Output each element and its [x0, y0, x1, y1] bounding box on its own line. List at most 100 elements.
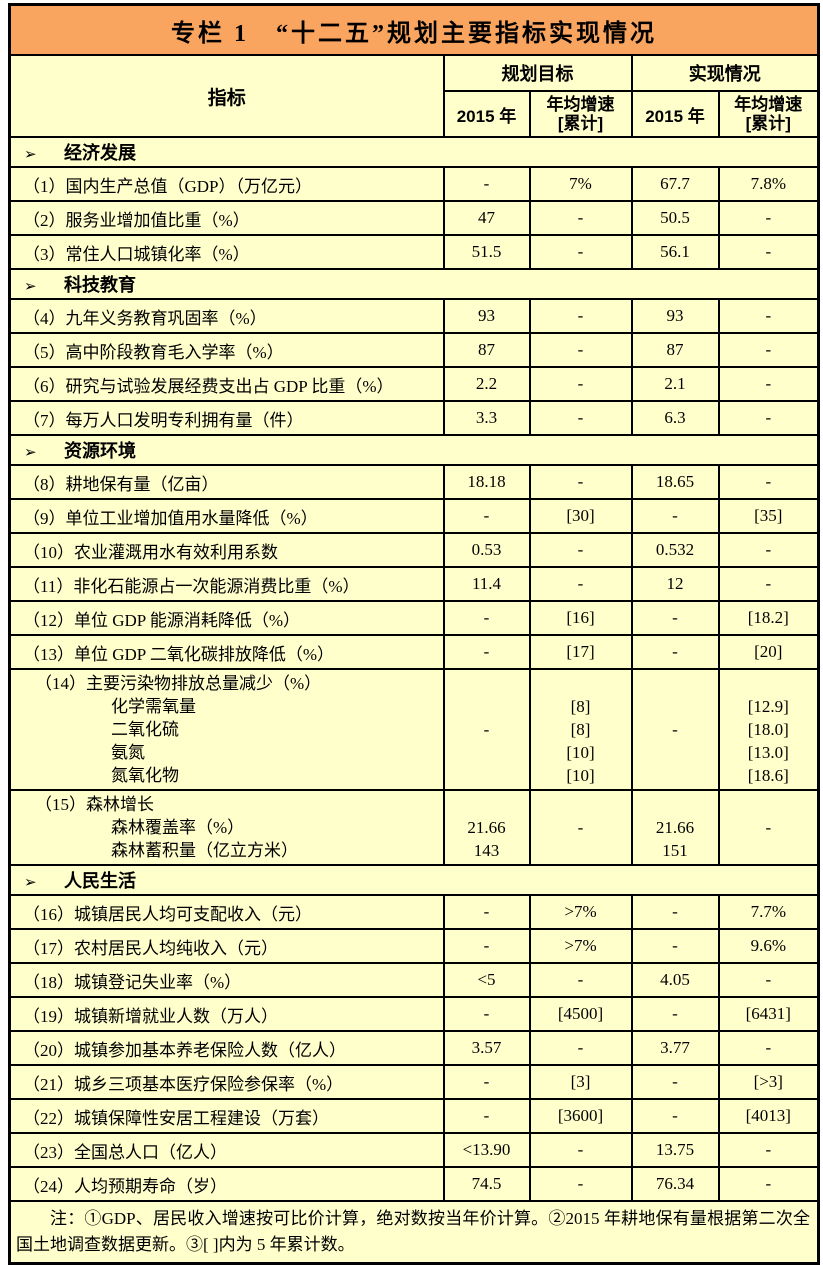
actual-growth-value: - — [717, 1132, 820, 1168]
plan-indicators-table: 专栏 1 “十二五”规划主要指标实现情况 指标 规划目标 实现情况 2015 年… — [8, 3, 821, 1265]
plan-2015-value: - — [442, 634, 531, 670]
footnote-row: 注：①GDP、居民收入增速按可比价计算，绝对数按当年价计算。②2015 年耕地保… — [8, 1200, 820, 1265]
indicator-label-cell: （7）每万人口发明专利拥有量（件） — [8, 400, 445, 436]
indicator-label-cell: （21）城乡三项基本医疗保险参保率（%） — [8, 1064, 445, 1100]
actual-2015-value: 12 — [630, 566, 720, 602]
plan-growth-value: >7% — [528, 928, 633, 964]
indicator-label-cell: （2）服务业增加值比重（%） — [8, 200, 445, 236]
sub-value: 21.66 — [655, 818, 695, 837]
indicator-label-cell: （23）全国总人口（亿人） — [8, 1132, 445, 1168]
section-row-economy: ➢ 经济发展 — [8, 136, 820, 168]
actual-growth-value: [6431] — [717, 996, 820, 1032]
plan-growth-value: - — [528, 789, 633, 866]
table-row: （13）单位 GDP 二氧化碳排放降低（%） - [17] - [20] — [8, 634, 820, 670]
actual-2015-value: 76.34 — [630, 1166, 720, 1202]
plan-growth-value: >7% — [528, 894, 633, 930]
indicator-label-cell: （10）农业灌溉用水有效利用系数 — [8, 532, 445, 568]
sub-value: [8] — [570, 697, 591, 716]
section-label: 人民生活 — [64, 871, 136, 891]
actual-2015-value: - — [630, 668, 720, 791]
indicator-label-cell: （24）人均预期寿命（岁） — [8, 1166, 445, 1202]
actual-2015-value: - — [630, 894, 720, 930]
plan-2015-value: - — [442, 166, 531, 202]
actual-2015-value: - — [630, 1064, 720, 1100]
table-title: 专栏 1 “十二五”规划主要指标实现情况 — [8, 3, 820, 56]
spacer-line — [634, 793, 717, 816]
actual-growth-value: - — [717, 298, 820, 334]
footnote-cell: 注：①GDP、居民收入增速按可比价计算，绝对数按当年价计算。②2015 年耕地保… — [8, 1200, 820, 1265]
plan-2015-value: 74.5 — [442, 1166, 531, 1202]
plan-growth-value: [30] — [528, 498, 633, 534]
plan-growth-value: - — [528, 962, 633, 998]
sub-value: [18.6] — [747, 766, 789, 785]
actual-growth-value: 7.8% — [717, 166, 820, 202]
table-row: （21）城乡三项基本医疗保险参保率（%） - [3] - [>3] — [8, 1064, 820, 1100]
table-row: （3）常住人口城镇化率（%） 51.5 - 56.1 - — [8, 234, 820, 270]
table-row: （1）国内生产总值（GDP）（万亿元） - 7% 67.7 7.8% — [8, 166, 820, 202]
plan-growth-value: [3] — [528, 1064, 633, 1100]
sub-indicator-label: 氮氧化物 — [111, 766, 179, 785]
actual-growth-value: [18.2] — [717, 600, 820, 636]
section-row-resources: ➢ 资源环境 — [8, 434, 820, 466]
plan-growth-value: - — [528, 234, 633, 270]
plan-2015-value: 3.57 — [442, 1030, 531, 1066]
plan-growth-value: - — [528, 532, 633, 568]
plan-growth-value: [4500] — [528, 996, 633, 1032]
header-growth-line2: [累计] — [557, 114, 604, 133]
indicator-label-cell: （19）城镇新增就业人数（万人） — [8, 996, 445, 1032]
plan-2015-value: - — [442, 894, 531, 930]
header-actual-2015: 2015 年 — [630, 90, 720, 138]
plan-2015-value: 3.3 — [442, 400, 531, 436]
header-row-subcolumns: 2015 年 年均增速 [累计] 2015 年 年均增速 [累计] — [10, 90, 820, 138]
sub-indicator-label: 二氧化硫 — [111, 720, 179, 739]
plan-2015-values: 21.66 143 — [442, 789, 531, 866]
indicator-label-cell: （18）城镇登记失业率（%） — [8, 962, 445, 998]
plan-2015-value: 51.5 — [442, 234, 531, 270]
actual-2015-value: 50.5 — [630, 200, 720, 236]
indicator-label-cell: （8）耕地保有量（亿亩） — [8, 464, 445, 500]
actual-growth-value: [4013] — [717, 1098, 820, 1134]
actual-growth-values: [12.9] [18.0] [13.0] [18.6] — [717, 668, 820, 791]
table-row: （19）城镇新增就业人数（万人） - [4500] - [6431] — [8, 996, 820, 1032]
sub-value: [8] — [570, 720, 591, 739]
arrow-bullet-icon: ➢ — [24, 146, 37, 163]
sub-value: [18.0] — [747, 720, 789, 739]
plan-growth-values: [8] [8] [10] [10] — [528, 668, 633, 791]
actual-2015-value: 93 — [630, 298, 720, 334]
actual-growth-value: 9.6% — [717, 928, 820, 964]
indicator-label-cell: （1）国内生产总值（GDP）（万亿元） — [8, 166, 445, 202]
row-label-line: （15）森林增长 — [35, 795, 154, 814]
actual-2015-values: 21.66 151 — [630, 789, 720, 866]
plan-2015-value: - — [442, 668, 531, 791]
actual-2015-value: 56.1 — [630, 234, 720, 270]
actual-2015-value: - — [630, 1098, 720, 1134]
plan-growth-value: 7% — [528, 166, 633, 202]
plan-2015-value: 87 — [442, 332, 531, 368]
table-row: （8）耕地保有量（亿亩） 18.18 - 18.65 - — [8, 464, 820, 500]
arrow-bullet-icon: ➢ — [24, 444, 37, 461]
indicator-label-cell: （11）非化石能源占一次能源消费比重（%） — [8, 566, 445, 602]
table-row: （2）服务业增加值比重（%） 47 - 50.5 - — [8, 200, 820, 236]
sub-value: [12.9] — [747, 697, 789, 716]
actual-2015-value: - — [630, 498, 720, 534]
actual-growth-value: - — [717, 532, 820, 568]
plan-growth-value: - — [528, 566, 633, 602]
indicator-label-cell: （20）城镇参加基本养老保险人数（亿人） — [8, 1030, 445, 1066]
plan-growth-value: - — [528, 1166, 633, 1202]
plan-growth-value: - — [528, 298, 633, 334]
plan-growth-value: [16] — [528, 600, 633, 636]
actual-2015-value: - — [630, 928, 720, 964]
indicator-label-cell: （9）单位工业增加值用水量降低（%） — [8, 498, 445, 534]
indicator-label-cell: （3）常住人口城镇化率（%） — [8, 234, 445, 270]
plan-growth-value: [17] — [528, 634, 633, 670]
actual-growth-value: 7.7% — [717, 894, 820, 930]
actual-2015-value: 0.532 — [630, 532, 720, 568]
indicator-label-cell: （14）主要污染物排放总量减少（%） 化学需氧量 二氧化硫 氨氮 氮氧化物 — [8, 668, 445, 791]
table-row: （7）每万人口发明专利拥有量（件） 3.3 - 6.3 - — [8, 400, 820, 436]
plan-growth-value: - — [528, 464, 633, 500]
actual-growth-value: - — [717, 400, 820, 436]
indicator-label-cell: （17）农村居民人均纯收入（元） — [8, 928, 445, 964]
section-label: 科技教育 — [64, 275, 136, 295]
plan-2015-value: - — [442, 498, 531, 534]
